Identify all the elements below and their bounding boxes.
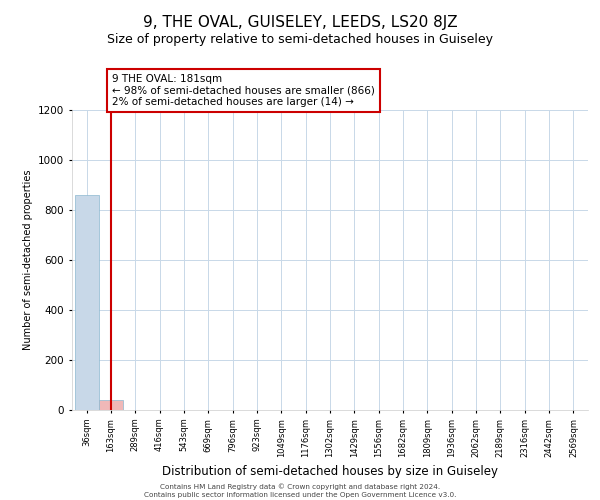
Text: Contains HM Land Registry data © Crown copyright and database right 2024.
Contai: Contains HM Land Registry data © Crown c… [144,484,456,498]
Text: Size of property relative to semi-detached houses in Guiseley: Size of property relative to semi-detach… [107,32,493,46]
Bar [74,195,98,410]
Text: 9 THE OVAL: 181sqm
← 98% of semi-detached houses are smaller (866)
2% of semi-de: 9 THE OVAL: 181sqm ← 98% of semi-detache… [112,74,375,107]
Y-axis label: Number of semi-detached properties: Number of semi-detached properties [23,170,32,350]
Bar [99,400,123,410]
X-axis label: Distribution of semi-detached houses by size in Guiseley: Distribution of semi-detached houses by … [162,465,498,478]
Text: 9, THE OVAL, GUISELEY, LEEDS, LS20 8JZ: 9, THE OVAL, GUISELEY, LEEDS, LS20 8JZ [143,15,457,30]
